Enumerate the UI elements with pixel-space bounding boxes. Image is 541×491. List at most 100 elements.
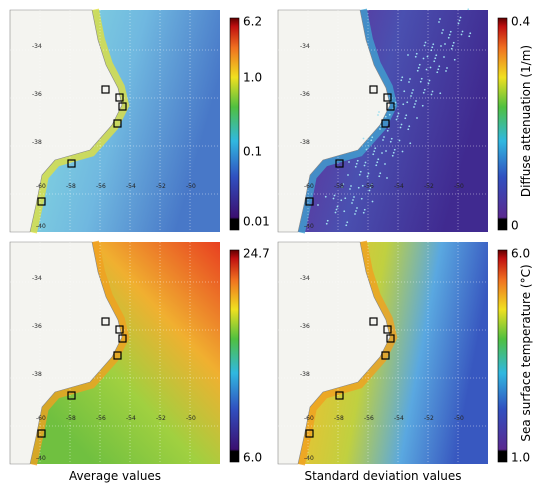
noise-dot — [394, 149, 396, 151]
noise-dot — [390, 141, 392, 143]
noise-dot — [358, 187, 360, 189]
noise-dot — [334, 195, 336, 197]
colorbar-tick: 1.0 — [511, 451, 530, 465]
noise-dot — [407, 128, 409, 130]
noise-dot — [364, 165, 366, 167]
noise-dot — [346, 221, 348, 223]
noise-dot — [435, 54, 437, 56]
noise-dot — [469, 32, 471, 34]
noise-dot — [366, 149, 368, 151]
noise-dot — [432, 43, 434, 45]
noise-dot — [452, 45, 454, 47]
noise-dot — [347, 174, 349, 176]
noise-dot — [351, 202, 353, 204]
noise-dot — [430, 67, 432, 69]
noise-dot — [437, 68, 439, 70]
lat-label: -36 — [300, 323, 310, 330]
noise-dot — [440, 45, 442, 47]
noise-dot — [419, 64, 421, 66]
noise-dot — [327, 220, 329, 222]
lon-label: -52 — [424, 183, 434, 190]
noise-dot — [436, 71, 438, 73]
noise-dot — [403, 90, 405, 92]
noise-dot — [442, 29, 444, 31]
noise-dot — [400, 127, 402, 129]
noise-dot — [450, 31, 452, 33]
noise-dot — [462, 31, 464, 33]
noise-dot — [382, 139, 384, 141]
lon-label: -50 — [186, 415, 196, 422]
noise-dot — [423, 58, 425, 60]
noise-dot — [389, 114, 391, 116]
noise-dot — [399, 140, 401, 142]
noise-dot — [405, 114, 407, 116]
noise-dot — [408, 125, 410, 127]
noise-dot — [355, 210, 357, 212]
column-caption: Average values — [69, 469, 161, 483]
noise-dot — [393, 152, 395, 154]
noise-dot — [415, 100, 417, 102]
lat-label: -34 — [32, 275, 42, 282]
noise-dot — [402, 151, 404, 153]
noise-dot — [434, 57, 436, 59]
noise-dot — [438, 65, 440, 67]
noise-dot — [467, 8, 469, 10]
noise-dot — [406, 101, 408, 103]
noise-dot — [371, 136, 373, 138]
noise-dot — [444, 43, 446, 45]
noise-dot — [344, 197, 346, 199]
noise-dot — [409, 142, 411, 144]
noise-dot — [377, 158, 379, 160]
noise-dot — [353, 196, 355, 198]
noise-dot — [411, 92, 413, 94]
colorbar-tick: 0.1 — [243, 145, 262, 159]
noise-dot — [383, 136, 385, 138]
colorbar — [230, 250, 239, 462]
lon-label: -58 — [334, 183, 344, 190]
noise-dot — [386, 177, 388, 179]
lat-label: -36 — [300, 91, 310, 98]
noise-dot — [336, 209, 338, 211]
noise-dot — [372, 153, 374, 155]
map-panel: -34-36-38-40-60-58-56-54-52-50 — [10, 242, 220, 464]
noise-dot — [461, 34, 463, 36]
lon-label: -50 — [454, 183, 464, 190]
noise-dot — [415, 56, 417, 58]
noise-dot — [416, 53, 418, 55]
lon-label: -56 — [96, 415, 106, 422]
noise-dot — [349, 188, 351, 190]
noise-dot — [354, 213, 356, 215]
lon-label: -54 — [126, 415, 136, 422]
lat-label: -34 — [300, 275, 310, 282]
noise-dot — [379, 172, 381, 174]
noise-dot — [426, 69, 428, 71]
noise-dot — [424, 45, 426, 47]
noise-dot — [408, 81, 410, 83]
noise-dot — [441, 32, 443, 34]
lon-label: -60 — [36, 183, 46, 190]
lat-label: -38 — [32, 371, 42, 378]
noise-dot — [401, 76, 403, 78]
noise-dot — [432, 91, 434, 93]
map-panel: -34-36-38-40-60-58-56-54-52-50 — [10, 10, 220, 232]
noise-dot — [454, 59, 456, 61]
noise-dot — [360, 171, 362, 173]
lon-label: -54 — [126, 183, 136, 190]
lon-label: -54 — [394, 415, 404, 422]
lat-label: -40 — [36, 223, 46, 230]
noise-dot — [422, 105, 424, 107]
noise-dot — [372, 201, 374, 203]
noise-dot — [407, 54, 409, 56]
noise-dot — [345, 224, 347, 226]
lon-label: -58 — [66, 415, 76, 422]
noise-dot — [460, 17, 462, 19]
noise-dot — [375, 164, 377, 166]
noise-dot — [377, 114, 379, 116]
noise-dot — [425, 42, 427, 44]
lon-label: -60 — [304, 415, 314, 422]
noise-dot — [348, 161, 350, 163]
noise-dot — [385, 116, 387, 118]
noise-dot — [439, 92, 441, 94]
noise-dot — [376, 161, 378, 163]
noise-dot — [412, 89, 414, 91]
